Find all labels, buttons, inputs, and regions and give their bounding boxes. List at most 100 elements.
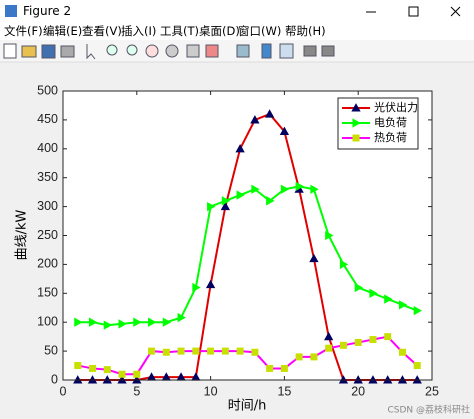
zoom-in-icon[interactable] bbox=[106, 44, 118, 56]
x-tick-label: 10 bbox=[204, 384, 218, 398]
series bbox=[74, 181, 423, 330]
marker bbox=[354, 338, 362, 346]
marker bbox=[251, 348, 259, 356]
marker bbox=[309, 253, 319, 263]
marker bbox=[133, 370, 141, 378]
brush-icon[interactable] bbox=[205, 44, 219, 58]
marker bbox=[413, 305, 423, 316]
menu-bar bbox=[0, 22, 474, 40]
y-tick-label: 200 bbox=[37, 257, 58, 271]
x-tick-label: 5 bbox=[133, 384, 140, 398]
pointer-icon[interactable] bbox=[86, 44, 96, 60]
marker bbox=[325, 344, 333, 352]
marker bbox=[310, 353, 318, 361]
menu-item[interactable]: 插入(I) bbox=[121, 24, 156, 38]
y-tick-label: 50 bbox=[44, 343, 58, 357]
marker bbox=[103, 366, 111, 374]
marker bbox=[74, 317, 83, 327]
menu: 文件(F) 编辑(E) 查看(V) 插入(I) 工具(T) 桌面(D)窗口(W) 帮助(H) bbox=[4, 24, 326, 38]
marker bbox=[192, 347, 200, 355]
new-icon[interactable] bbox=[3, 43, 17, 59]
menu-item[interactable]: 查看(V) bbox=[82, 24, 122, 38]
menu-item[interactable]: 文件(F) bbox=[4, 24, 43, 38]
marker bbox=[352, 134, 360, 142]
marker bbox=[192, 282, 201, 293]
marker bbox=[220, 201, 231, 211]
marker bbox=[133, 317, 142, 327]
marker bbox=[339, 259, 349, 270]
y-axis-label: 曲线/kW bbox=[15, 209, 30, 260]
legend-label: 电负荷 bbox=[374, 115, 407, 129]
rotate-icon[interactable] bbox=[165, 44, 179, 58]
watermark: CSDN @荔枝科研社 bbox=[387, 404, 470, 416]
y-tick-label: 350 bbox=[37, 170, 58, 184]
y-tick-label: 0 bbox=[51, 372, 58, 386]
x-axis-label: 时间/h bbox=[228, 399, 267, 414]
marker bbox=[162, 348, 170, 356]
y-tick-label: 450 bbox=[37, 112, 58, 126]
maximize-button[interactable] bbox=[408, 6, 419, 17]
marker bbox=[279, 126, 290, 135]
marker bbox=[103, 320, 113, 330]
marker bbox=[207, 201, 216, 212]
marker bbox=[118, 370, 126, 378]
marker bbox=[236, 347, 244, 355]
app-icon bbox=[5, 5, 17, 17]
print-icon[interactable] bbox=[60, 45, 75, 58]
zoom-out-icon[interactable] bbox=[126, 44, 138, 56]
marker bbox=[264, 109, 275, 118]
link-icon[interactable] bbox=[236, 44, 250, 58]
marker bbox=[251, 184, 260, 194]
marker bbox=[398, 300, 408, 310]
hide-tools-icon[interactable] bbox=[303, 45, 317, 57]
marker bbox=[369, 288, 378, 298]
datatip-icon[interactable] bbox=[186, 44, 200, 58]
y-tick-label: 100 bbox=[37, 314, 58, 328]
marker bbox=[266, 196, 275, 206]
marker bbox=[266, 364, 274, 372]
y-tick-label: 150 bbox=[37, 286, 58, 300]
marker bbox=[384, 294, 393, 304]
series bbox=[74, 333, 421, 378]
open-icon[interactable] bbox=[21, 45, 37, 58]
menu-item[interactable]: 桌面(D) bbox=[199, 24, 240, 38]
pan-icon[interactable] bbox=[145, 44, 159, 58]
marker bbox=[89, 364, 97, 372]
save-icon[interactable] bbox=[41, 44, 56, 59]
marker bbox=[221, 347, 229, 355]
x-tick-label: 20 bbox=[351, 384, 365, 398]
y-tick-label: 300 bbox=[37, 199, 58, 213]
marker bbox=[369, 336, 377, 344]
marker bbox=[384, 333, 392, 341]
axes-box bbox=[62, 90, 433, 381]
marker bbox=[250, 115, 260, 124]
y-tick-label: 250 bbox=[37, 228, 58, 242]
marker bbox=[295, 353, 303, 361]
show-tools-icon[interactable] bbox=[321, 45, 335, 57]
marker bbox=[339, 341, 347, 349]
marker bbox=[280, 364, 288, 372]
marker bbox=[236, 190, 245, 200]
legend-box bbox=[337, 97, 419, 150]
marker bbox=[398, 348, 406, 356]
marker bbox=[148, 317, 157, 327]
marker bbox=[280, 184, 290, 194]
marker bbox=[310, 184, 319, 194]
marker bbox=[207, 347, 215, 355]
marker bbox=[205, 279, 216, 289]
menu-item[interactable]: 帮助(H) bbox=[285, 24, 326, 38]
colorbar-icon[interactable] bbox=[261, 43, 272, 59]
marker bbox=[74, 362, 82, 370]
marker bbox=[351, 103, 361, 112]
x-tick-label: 0 bbox=[60, 384, 67, 398]
legend-icon[interactable] bbox=[279, 43, 294, 59]
marker bbox=[177, 312, 186, 323]
menu-item[interactable]: 工具(T) bbox=[160, 24, 199, 38]
menu-item[interactable]: 窗口(W) bbox=[238, 24, 281, 38]
menu-item[interactable]: 编辑(E) bbox=[43, 24, 82, 38]
close-button[interactable] bbox=[450, 6, 461, 17]
marker bbox=[295, 181, 304, 192]
